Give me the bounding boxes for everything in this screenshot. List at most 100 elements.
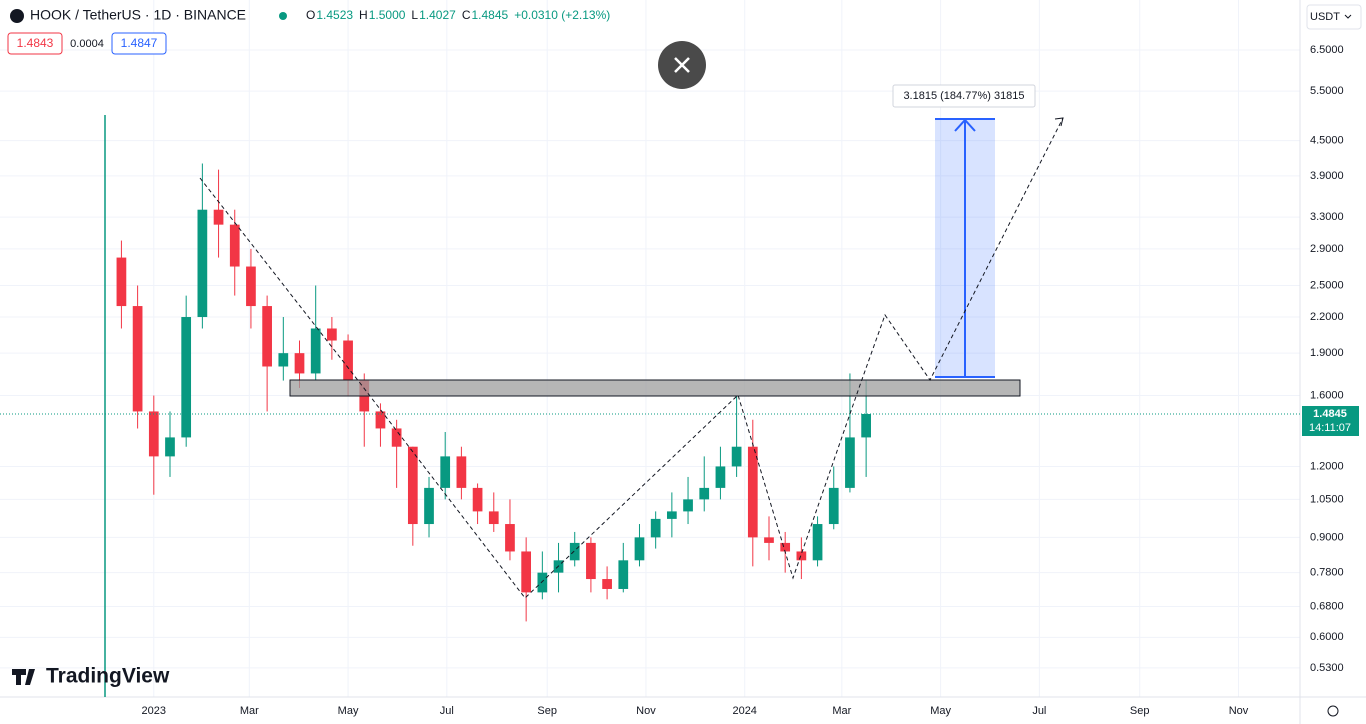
resistance-zone <box>289 379 1021 397</box>
grid <box>0 0 1300 697</box>
candle-body <box>488 511 499 525</box>
ohlc: O 1.4523 H 1.5000 L 1.4027 C 1.4845 +0.0310 (+2.… <box>306 8 610 22</box>
y-tick-label: 4.5000 <box>1310 135 1344 147</box>
spread: 0.0004 <box>70 38 104 50</box>
bid: 1.4843 <box>17 36 54 50</box>
candle-body <box>294 353 305 374</box>
brand: TradingView <box>46 665 170 688</box>
x-tick-label: May <box>338 705 359 717</box>
x-tick-label: 2024 <box>732 705 756 717</box>
candle-body <box>731 446 742 467</box>
brand-logo <box>12 669 35 685</box>
change: +0.0310 (+2.13%) <box>514 8 610 22</box>
ohlc-label: C <box>462 8 471 22</box>
candle-body <box>861 413 871 438</box>
y-tick-label: 0.6000 <box>1310 631 1344 643</box>
price-tag-price: 1.4845 <box>1313 408 1347 420</box>
candle-body <box>327 328 337 341</box>
candle-body <box>796 551 807 561</box>
candle-body <box>424 487 434 525</box>
candle-body <box>586 542 596 580</box>
candle-body <box>618 560 629 589</box>
x-tick-label: Nov <box>636 705 656 717</box>
candle-body <box>229 224 240 267</box>
candle-body <box>375 411 386 429</box>
candle-body <box>116 257 127 307</box>
y-tick-label: 3.9000 <box>1310 170 1344 182</box>
currency-button[interactable] <box>1306 4 1362 30</box>
y-tick-label: 1.0500 <box>1310 493 1344 505</box>
price-tag-countdown: 14:11:07 <box>1309 422 1351 434</box>
ohlc-label: O <box>306 8 315 22</box>
candle-body <box>505 524 515 552</box>
candle-body <box>666 511 677 519</box>
x-tick-label: Jul <box>440 705 454 717</box>
y-tick-label: 1.6000 <box>1310 389 1344 401</box>
y-tick-label: 1.2000 <box>1310 460 1344 472</box>
y-tick-label: 0.9000 <box>1310 531 1344 543</box>
ohlc-label: H <box>359 8 368 22</box>
candle-body <box>132 306 143 412</box>
x-tick-label: 2023 <box>142 705 166 717</box>
candle-body <box>407 446 418 525</box>
y-tick-label: 3.3000 <box>1310 211 1344 223</box>
ask-box[interactable] <box>111 32 167 55</box>
candle-body <box>764 537 774 543</box>
candle-body <box>181 317 192 438</box>
status-dot <box>279 12 287 20</box>
candle-body <box>828 487 839 525</box>
candle-body <box>246 266 256 307</box>
candles <box>0 163 1300 622</box>
y-tick-label: 5.5000 <box>1310 85 1344 97</box>
candle-body <box>278 353 289 367</box>
candle-body <box>715 466 726 488</box>
candle-body <box>262 306 272 367</box>
currency-caret <box>1344 14 1352 19</box>
y-tick-label: 6.5000 <box>1310 44 1344 56</box>
candle-body <box>197 209 208 318</box>
bid-box <box>7 32 63 55</box>
candle-body <box>683 499 693 512</box>
candle-body <box>780 542 791 552</box>
candle-body <box>310 328 321 374</box>
candle-body <box>634 537 645 561</box>
x-tick-label: Sep <box>1130 705 1150 717</box>
y-tick-label: 0.7800 <box>1310 567 1344 579</box>
candle-body <box>845 437 855 488</box>
x-tick-label: Mar <box>240 705 259 717</box>
candle-body <box>569 542 580 561</box>
candle-body <box>521 551 532 593</box>
x-tick-label: Nov <box>1229 705 1249 717</box>
projection-path <box>199 117 1064 599</box>
candle-body <box>650 518 661 538</box>
ohlc-value: 1.5000 <box>369 8 406 22</box>
measure-arrowhead <box>954 118 976 132</box>
x-tick-label: May <box>930 705 951 717</box>
ask: 1.4847 <box>121 36 158 50</box>
y-tick-label: 0.5300 <box>1310 662 1344 674</box>
x-tick-label: Sep <box>537 705 557 717</box>
overlay: 6.5000 5.5000 4.5000 3.9000 3.3000 2.9000 2.50… <box>142 44 1344 717</box>
projection-arrow <box>1054 117 1064 127</box>
ohlc-label: L <box>411 8 418 22</box>
candle-body <box>812 524 823 561</box>
candle-body <box>747 446 758 538</box>
symbol: HOOK / TetherUS · 1D · BINANCE <box>30 7 246 23</box>
candle-body <box>472 487 483 512</box>
y-tick-label: 2.9000 <box>1310 243 1344 255</box>
measure-label-box <box>892 84 1036 108</box>
candle-body <box>148 411 159 457</box>
ohlc-value: 1.4027 <box>419 8 456 22</box>
settings-icon[interactable] <box>1327 705 1339 717</box>
y-tick-label: 2.5000 <box>1310 279 1344 291</box>
y-tick-label: 1.9000 <box>1310 347 1344 359</box>
ohlc-value: 1.4845 <box>471 8 508 22</box>
candle-body <box>699 487 710 500</box>
candle-body <box>440 456 451 488</box>
x-tick-label: Jul <box>1032 705 1046 717</box>
measure-label: 3.1815 (184.77%) 31815 <box>903 90 1024 102</box>
candle-body <box>165 437 175 457</box>
candle-body <box>537 572 548 593</box>
